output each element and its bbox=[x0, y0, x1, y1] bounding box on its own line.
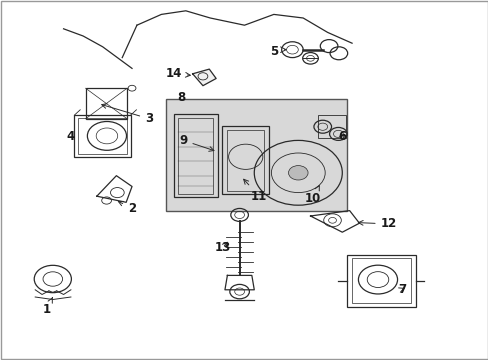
Bar bbox=[222, 126, 268, 194]
Bar bbox=[173, 114, 217, 197]
Text: 11: 11 bbox=[243, 179, 267, 203]
Bar bbox=[346, 255, 415, 307]
Bar bbox=[85, 88, 127, 119]
Text: 7: 7 bbox=[397, 283, 405, 296]
Bar bbox=[78, 118, 126, 154]
Text: 8: 8 bbox=[177, 91, 184, 104]
Text: 6: 6 bbox=[338, 130, 346, 143]
Text: 14: 14 bbox=[165, 67, 190, 80]
Text: 9: 9 bbox=[179, 134, 213, 151]
FancyBboxPatch shape bbox=[166, 99, 346, 211]
Text: 2: 2 bbox=[118, 201, 136, 215]
Text: 12: 12 bbox=[358, 217, 396, 230]
Text: 4: 4 bbox=[67, 130, 75, 143]
Text: 3: 3 bbox=[102, 104, 153, 125]
Bar bbox=[178, 118, 212, 194]
Bar bbox=[227, 130, 264, 191]
Bar bbox=[351, 258, 410, 303]
Polygon shape bbox=[192, 69, 216, 86]
Text: 5: 5 bbox=[269, 45, 277, 58]
Text: 10: 10 bbox=[304, 186, 321, 204]
Text: 1: 1 bbox=[42, 298, 52, 316]
Bar bbox=[74, 115, 130, 157]
Circle shape bbox=[288, 166, 307, 180]
Text: 13: 13 bbox=[214, 241, 230, 254]
Bar bbox=[317, 115, 346, 138]
